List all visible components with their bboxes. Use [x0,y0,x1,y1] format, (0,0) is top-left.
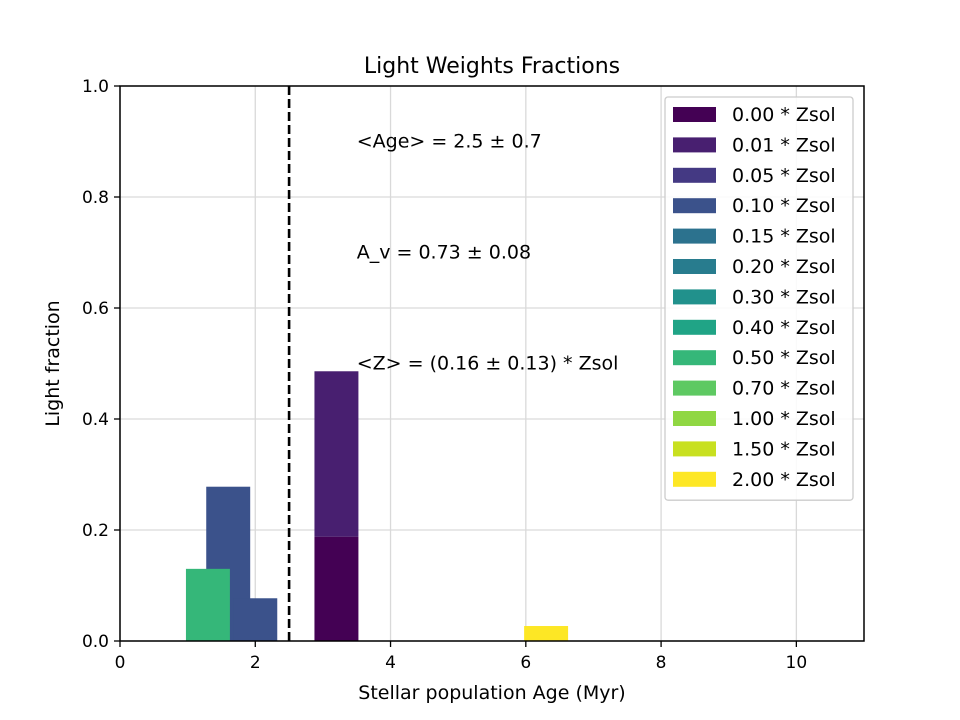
bar [314,371,359,537]
legend-swatch [673,259,716,274]
legend-swatch [673,137,716,153]
legend-swatch [673,228,716,244]
y-tick-label: 1.0 [82,77,109,97]
bar [233,598,278,641]
legend-swatch [673,350,716,366]
plot-frame [119,85,865,642]
x-tick-label: 4 [385,653,396,673]
legend-swatch [673,441,716,457]
x-tick-label: 10 [786,653,808,673]
legend-label: 0.10 * Zsol [732,195,836,217]
y-axis-label: Light fraction [42,300,64,426]
x-tick-label: 8 [656,653,667,673]
legend-box [664,96,854,501]
x-tick-label: 2 [250,653,261,673]
y-tick-label: 0.6 [82,299,109,319]
legend-swatch [673,319,716,335]
legend-label: 0.30 * Zsol [732,286,836,308]
legend-label: 1.00 * Zsol [732,408,836,430]
legend-label: 0.01 * Zsol [732,134,836,156]
x-axis-label: Stellar population Age (Myr) [358,682,625,704]
legend-label: 2.00 * Zsol [732,469,836,491]
legend-label: 0.20 * Zsol [732,256,836,278]
legend-label: 0.00 * Zsol [732,104,836,126]
chart-title: Light Weights Fractions [364,54,620,79]
y-tick-label: 0.4 [82,410,109,430]
bar [185,568,230,641]
x-tick-label: 0 [115,653,126,673]
bars [185,371,569,641]
annotation-text: A_v = 0.73 ± 0.08 [357,242,531,264]
y-tick-label: 0.0 [82,632,109,652]
legend-swatch [673,380,716,396]
legend-swatch [673,411,716,426]
y-tick-label: 0.2 [82,521,109,541]
x-axis-ticks: 0 2 4 6 8 10 [115,641,808,673]
legend-swatch [673,289,716,305]
annotation-text: <Age> = 2.5 ± 0.7 [357,131,542,153]
x-tick-label: 6 [520,653,531,673]
legend-swatch [673,107,716,122]
legend-swatch [673,198,716,214]
legend: 0.00 * Zsol 0.01 * Zsol 0.05 * Zsol 0.10 * … [664,96,854,501]
annotations: <Age> = 2.5 ± 0.7 A_v = 0.73 ± 0.08 <Z> = … [357,131,619,375]
legend-label: 0.15 * Zsol [732,226,836,248]
y-tick-label: 0.8 [82,188,109,208]
legend-label: 0.05 * Zsol [732,165,836,187]
legend-swatch [673,167,716,183]
legend-label: 0.70 * Zsol [732,378,836,400]
annotation-text: <Z> = (0.16 ± 0.13) * Zsol [357,353,619,375]
legend-swatch [673,471,716,487]
bar [314,536,359,641]
legend-label: 0.40 * Zsol [732,317,836,339]
legend-label: 0.50 * Zsol [732,347,836,369]
bar [524,626,569,641]
legend-label: 1.50 * Zsol [732,438,836,460]
y-axis-ticks: 0.0 0.2 0.4 0.6 0.8 1.0 [82,77,120,652]
